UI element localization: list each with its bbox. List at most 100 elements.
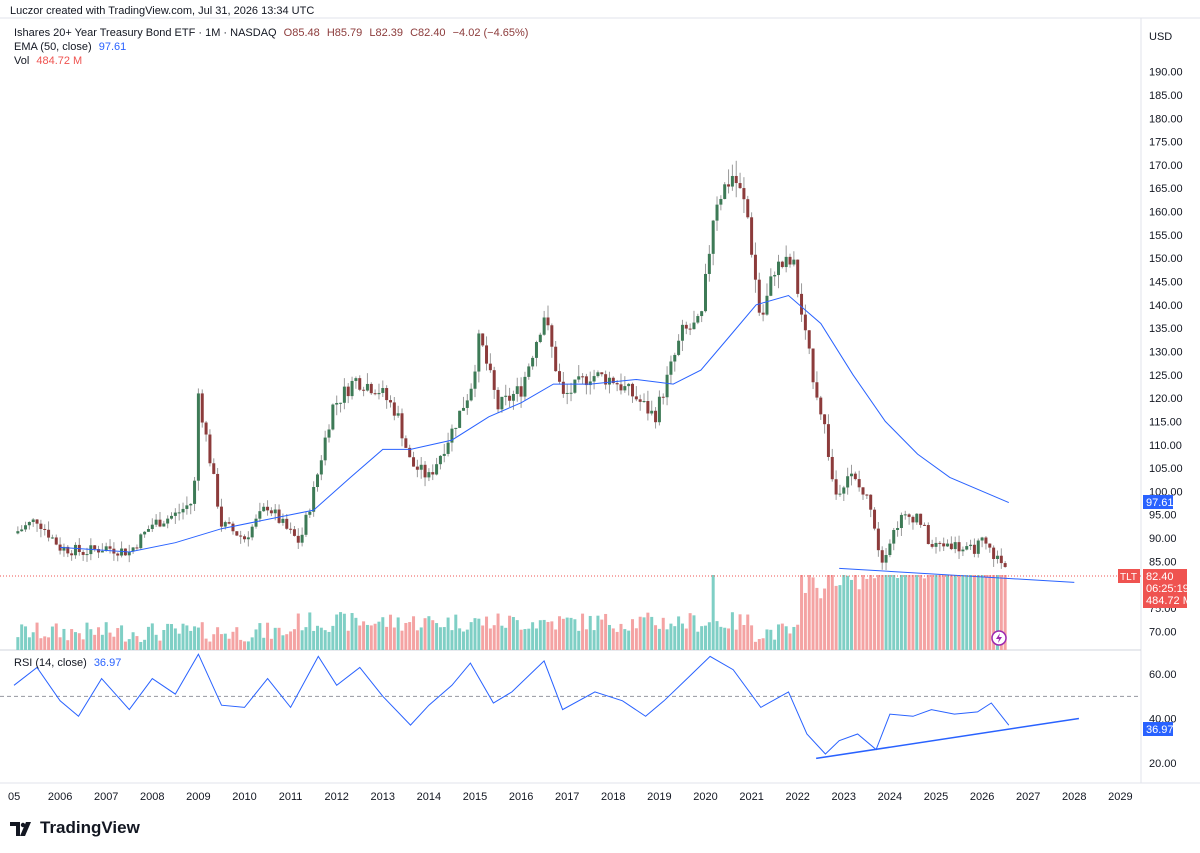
volume-bar [496,613,500,650]
volume-bar [523,629,527,650]
candle-body [753,254,757,280]
candle-body [634,396,638,400]
volume-bar [504,627,508,650]
price-tick-label: 180.00 [1149,113,1183,125]
volume-bar [899,575,903,650]
volume-bar [193,626,197,650]
candle-body [323,437,327,461]
candle-body [711,220,715,254]
volume-bar [650,616,654,650]
credit-line: Luczor created with TradingView.com, Jul… [10,5,315,17]
volume-bar [796,624,800,650]
candle-body [957,542,961,552]
volume-bar [765,629,769,650]
symbol-legend[interactable]: Ishares 20+ Year Treasury Bond ETF · 1M … [14,27,532,39]
candle-body [1003,563,1007,567]
volume-bar [757,639,761,650]
candle-body [976,540,980,554]
volume-bar [677,616,681,650]
candle-body [869,494,873,510]
candle-body [39,523,43,529]
price-tick-label: 165.00 [1149,183,1183,195]
candle-body [746,199,750,218]
volume-bar [707,622,711,650]
candle-body [177,512,181,514]
volume-bar [634,628,638,650]
volume-legend[interactable]: Vol 484.72 M [14,55,86,67]
volume-bar [780,623,784,650]
candle-body [319,460,323,475]
candle-body [235,531,239,536]
candle-body [830,456,834,480]
candle-body [504,395,508,397]
lightning-glyph-icon [996,633,1002,643]
candle-body [500,396,504,410]
volume-bar [296,613,300,650]
candle-body [569,392,573,394]
candle-body [385,388,389,401]
volume-bar [285,634,289,650]
candle-body [212,463,216,474]
volume-bar [146,626,150,650]
price-tick-label: 110.00 [1149,440,1182,452]
candle-body [342,386,346,403]
volume-bar [727,628,731,650]
volume-bar [823,588,827,650]
candle-body [173,512,177,516]
candle-body [665,374,669,398]
volume-bar [292,629,296,650]
candle-body [315,474,319,488]
volume-bar [911,575,915,650]
price-tick-label: 160.00 [1149,207,1183,219]
candle-body [911,516,915,523]
price-candles [16,160,1007,571]
candle-body [922,524,926,526]
candle-body [54,537,58,545]
volume-bar [216,627,220,650]
volume-bar [926,575,930,650]
volume-bar [542,619,546,650]
ema-legend[interactable]: EMA (50, close) 97.61 [14,41,130,53]
candle-body [131,547,135,552]
rsi-legend[interactable]: RSI (14, close) 36.97 [14,657,125,669]
volume-bar [388,614,392,650]
volume-bar [166,623,170,650]
candle-body [846,476,850,488]
volume-bar [243,641,246,650]
time-tick-label: 2025 [924,791,948,803]
rsi-tick-label: 60.00 [1149,669,1177,681]
candle-body [565,392,569,394]
volume-bar [139,641,143,650]
time-tick-label: 2016 [509,791,533,803]
volume-bar [615,631,619,650]
candle-body [796,259,800,294]
volume-bar [527,628,531,650]
tradingview-brand[interactable]: TradingView [10,818,140,838]
volume-bar [669,623,673,650]
candle-body [454,427,458,429]
candle-body [819,397,823,415]
symbol-name: Ishares 20+ Year Treasury Bond ETF · 1M … [14,27,277,39]
candle-body [596,372,600,377]
candle-body [227,522,231,524]
volume-bar [339,612,343,650]
candle-body [807,330,811,349]
volume-bar [400,630,404,650]
time-tick-label: 2024 [878,791,902,803]
volume-bar [327,631,331,650]
volume-bar [988,575,992,650]
volume-bar [550,621,554,650]
volume-bar [89,629,93,650]
candle-body [538,334,542,343]
volume-bar [750,625,754,650]
volume-bar [465,629,469,650]
candle-body [143,531,147,535]
time-tick-label: 2010 [232,791,256,803]
volume-bar [39,638,43,650]
candle-body [181,508,185,513]
volume-bar [577,630,581,650]
volume-bar [596,615,600,650]
volume-bar [934,575,938,650]
time-tick-label: 2017 [555,791,579,803]
